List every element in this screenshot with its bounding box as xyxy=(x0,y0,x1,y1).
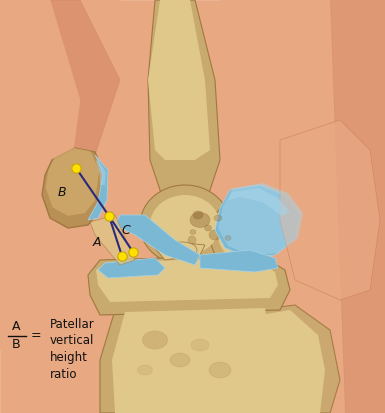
Ellipse shape xyxy=(191,339,209,351)
Polygon shape xyxy=(148,0,220,220)
Polygon shape xyxy=(112,308,272,413)
Polygon shape xyxy=(155,242,205,260)
Ellipse shape xyxy=(204,225,211,231)
Ellipse shape xyxy=(150,195,220,255)
Polygon shape xyxy=(0,0,80,300)
Ellipse shape xyxy=(193,211,203,219)
Point xyxy=(106,213,112,219)
Ellipse shape xyxy=(140,185,230,265)
Polygon shape xyxy=(115,215,200,265)
Polygon shape xyxy=(228,188,290,216)
Text: B: B xyxy=(12,339,20,351)
Polygon shape xyxy=(218,183,303,256)
Point xyxy=(130,249,136,255)
Ellipse shape xyxy=(210,200,270,270)
Ellipse shape xyxy=(142,331,167,349)
Text: A: A xyxy=(93,235,101,249)
Polygon shape xyxy=(100,305,285,413)
Text: A: A xyxy=(12,320,20,334)
Point xyxy=(73,165,79,171)
Ellipse shape xyxy=(188,236,196,244)
Polygon shape xyxy=(0,0,180,350)
Ellipse shape xyxy=(170,353,190,367)
Polygon shape xyxy=(42,148,105,228)
Ellipse shape xyxy=(218,204,263,259)
Ellipse shape xyxy=(190,230,196,235)
Ellipse shape xyxy=(225,235,231,240)
Text: B: B xyxy=(58,187,66,199)
Polygon shape xyxy=(88,255,290,315)
Polygon shape xyxy=(96,158,106,185)
Polygon shape xyxy=(210,0,385,413)
Text: Patellar
vertical
height
ratio: Patellar vertical height ratio xyxy=(50,318,95,380)
Polygon shape xyxy=(280,120,380,300)
Polygon shape xyxy=(96,258,278,302)
Text: C: C xyxy=(122,223,131,237)
Ellipse shape xyxy=(167,242,197,258)
Polygon shape xyxy=(260,310,325,413)
Ellipse shape xyxy=(190,213,210,228)
Polygon shape xyxy=(88,155,108,220)
Text: =: = xyxy=(31,330,41,342)
Ellipse shape xyxy=(209,362,231,378)
Ellipse shape xyxy=(209,230,221,240)
Polygon shape xyxy=(90,215,135,265)
Polygon shape xyxy=(200,250,278,272)
Polygon shape xyxy=(215,185,300,258)
Ellipse shape xyxy=(137,365,152,375)
Polygon shape xyxy=(46,148,99,216)
Polygon shape xyxy=(330,0,385,413)
Point xyxy=(119,253,125,259)
Polygon shape xyxy=(98,258,165,278)
Polygon shape xyxy=(148,0,210,160)
Ellipse shape xyxy=(214,215,222,221)
Polygon shape xyxy=(0,0,120,300)
Polygon shape xyxy=(250,305,340,413)
Polygon shape xyxy=(320,0,385,413)
